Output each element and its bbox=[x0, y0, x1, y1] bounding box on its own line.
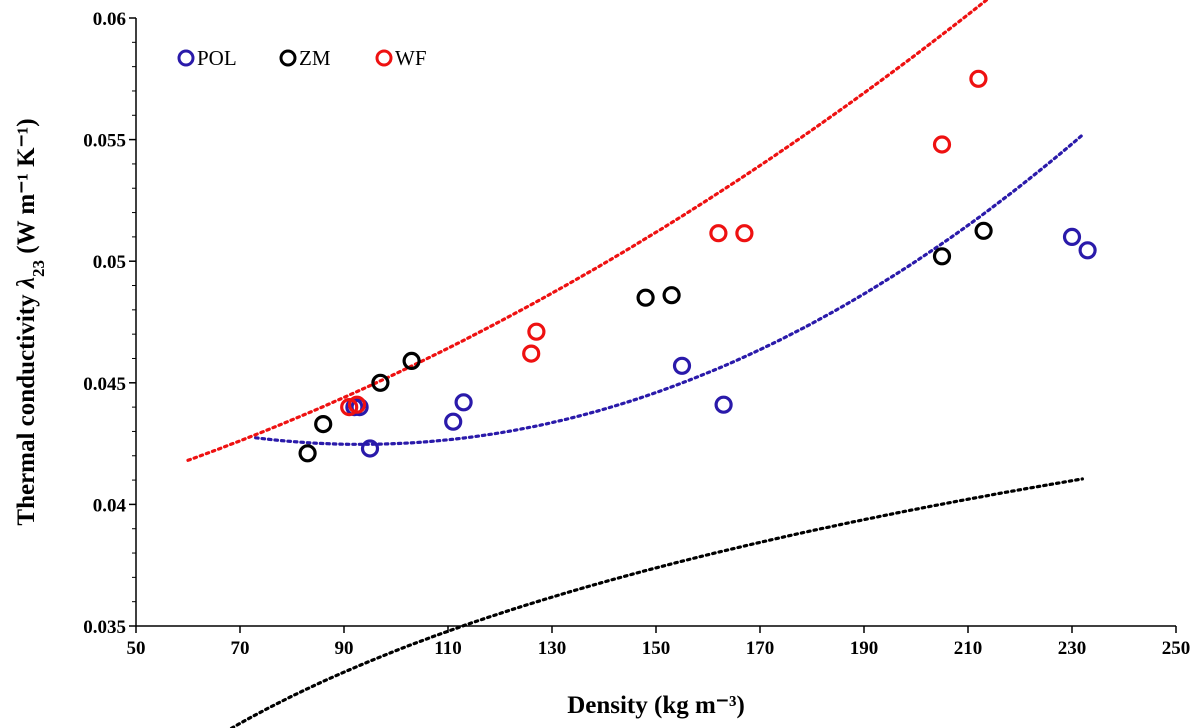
point-wf bbox=[522, 344, 541, 363]
legend-marker bbox=[177, 49, 195, 67]
point-wf bbox=[735, 224, 754, 243]
y-axis-title-subscript: 23 bbox=[29, 260, 48, 277]
y-tick-label: 0.05 bbox=[93, 252, 126, 273]
legend-label: ZM bbox=[299, 46, 331, 70]
y-axis-title-symbol: λ bbox=[13, 277, 40, 289]
x-tick-label: 90 bbox=[335, 638, 354, 659]
point-zm bbox=[371, 373, 390, 392]
x-tick-label: 190 bbox=[850, 638, 879, 659]
point-wf bbox=[932, 135, 952, 154]
point-wf bbox=[709, 224, 728, 243]
point-zm bbox=[298, 444, 317, 463]
point-pol bbox=[454, 393, 473, 412]
x-axis-ticks: 50 70 90 110 130 150 170 190 210 230 250 bbox=[127, 626, 1191, 659]
x-tick-label: 230 bbox=[1058, 638, 1087, 659]
x-tick-label: 170 bbox=[746, 638, 775, 659]
y-axis-title-main: Thermal conductivity bbox=[13, 288, 40, 526]
x-tick-label: 150 bbox=[642, 638, 671, 659]
x-tick-label: 250 bbox=[1162, 638, 1191, 659]
point-zm bbox=[932, 247, 952, 266]
legend-item-zm: ZM bbox=[279, 46, 331, 70]
legend-item-wf: WF bbox=[375, 46, 427, 70]
point-wf bbox=[527, 322, 546, 341]
x-tick-label: 130 bbox=[538, 638, 567, 659]
y-tick-label: 0.045 bbox=[83, 374, 126, 395]
point-pol bbox=[1078, 241, 1097, 260]
trendline-zm bbox=[228, 477, 1084, 728]
point-zm bbox=[402, 351, 421, 370]
trendline-wf bbox=[186, 0, 990, 462]
point-pol bbox=[672, 356, 692, 375]
point-wf bbox=[347, 395, 367, 414]
point-pol bbox=[345, 398, 364, 417]
plot-area bbox=[135, 18, 1176, 627]
legend-label: POL bbox=[197, 46, 237, 70]
legend: POL ZM WF bbox=[177, 46, 427, 70]
point-zm bbox=[636, 288, 655, 307]
data-points bbox=[298, 69, 1097, 463]
trendlines bbox=[186, 0, 1084, 728]
x-axis-title: Density (kg m⁻³) bbox=[567, 692, 745, 719]
point-zm bbox=[662, 286, 681, 305]
point-pol bbox=[1062, 227, 1082, 246]
y-axis-ticks: 0.035 0.04 0.045 0.05 0.055 0.06 bbox=[83, 9, 136, 638]
legend-marker bbox=[279, 49, 297, 67]
y-axis-title: Thermal conductivity λ23 (W m⁻¹ K⁻¹) bbox=[13, 118, 48, 525]
x-tick-label: 70 bbox=[231, 638, 250, 659]
point-wf bbox=[969, 69, 988, 88]
x-tick-label: 50 bbox=[127, 638, 146, 659]
trendline-pol bbox=[254, 133, 1084, 446]
y-tick-label: 0.035 bbox=[83, 617, 126, 638]
legend-item-pol: POL bbox=[177, 46, 237, 70]
y-tick-label: 0.055 bbox=[83, 131, 126, 152]
x-tick-label: 210 bbox=[954, 638, 983, 659]
x-tick-label: 110 bbox=[434, 638, 461, 659]
y-tick-label: 0.04 bbox=[93, 495, 127, 516]
point-zm bbox=[314, 415, 333, 434]
y-tick-label: 0.06 bbox=[93, 9, 126, 30]
point-pol bbox=[444, 412, 463, 431]
legend-marker bbox=[375, 49, 393, 67]
point-pol bbox=[350, 398, 369, 417]
legend-label: WF bbox=[395, 46, 427, 70]
point-pol bbox=[714, 395, 733, 414]
y-axis-title-unit: (W m⁻¹ K⁻¹) bbox=[13, 118, 40, 260]
point-wf bbox=[340, 398, 359, 417]
point-pol bbox=[360, 439, 380, 458]
point-zm bbox=[974, 221, 993, 240]
